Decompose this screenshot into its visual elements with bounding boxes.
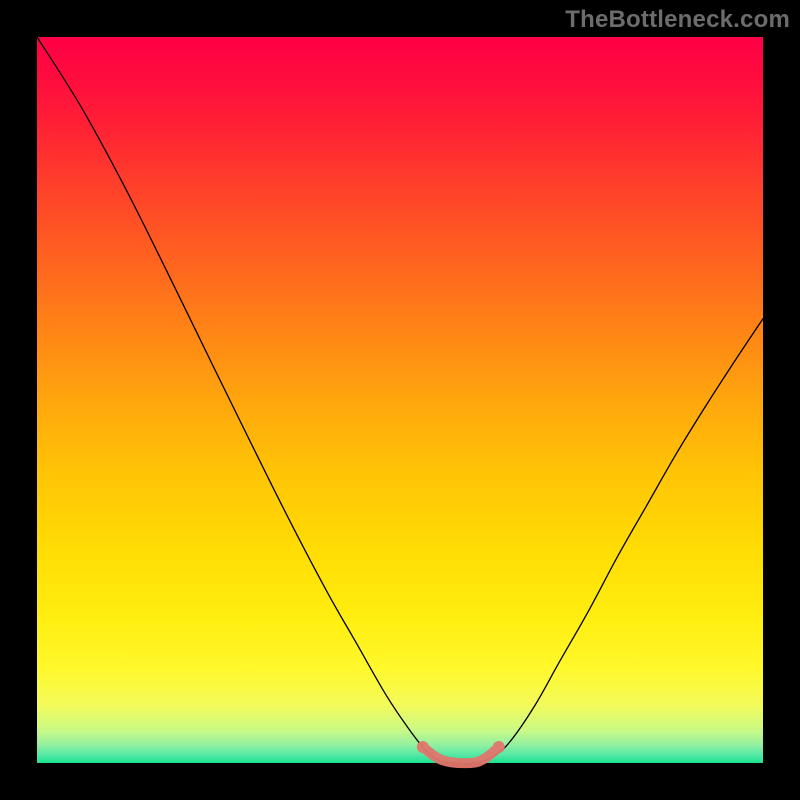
watermark-text: TheBottleneck.com [565, 6, 790, 34]
bottleneck-chart [0, 0, 800, 800]
highlight-start-dot [417, 741, 429, 753]
highlight-end-dot [493, 741, 505, 753]
gradient-background [37, 37, 763, 763]
chart-container: TheBottleneck.com [0, 0, 800, 800]
